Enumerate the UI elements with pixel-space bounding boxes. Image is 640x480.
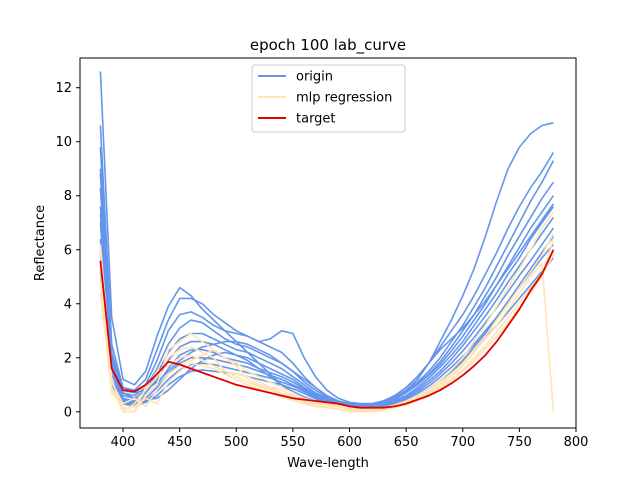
y-tick-label: 2 (64, 351, 72, 366)
series-line-origin (99, 168, 555, 406)
y-axis-label: Reflectance (33, 205, 48, 281)
y-tick-label: 4 (64, 297, 72, 312)
x-tick-label: 400 (111, 435, 136, 450)
y-tick-label: 6 (64, 243, 72, 258)
x-tick-label: 750 (507, 435, 532, 450)
x-tick-label: 700 (450, 435, 475, 450)
chart-title: epoch 100 lab_curve (250, 36, 406, 55)
y-axis: 0 2 4 6 8 10 12 (55, 81, 80, 420)
y-tick-label: 8 (64, 189, 72, 204)
series-line-mlp-regression (99, 233, 555, 411)
x-tick-label: 550 (280, 435, 305, 450)
legend: origin mlp regression target (251, 64, 406, 133)
series-line-mlp-regression (99, 262, 555, 413)
x-tick-label: 500 (224, 435, 249, 450)
series-line-origin (99, 125, 555, 405)
legend-label-origin: origin (296, 70, 333, 85)
x-tick-label: 800 (564, 435, 589, 450)
legend-entries: origin mlp regression target (258, 70, 392, 127)
plot-frame (79, 57, 577, 429)
y-tick-label: 0 (64, 405, 72, 420)
series-line-target (99, 249, 555, 409)
series-layer (99, 71, 555, 413)
y-tick-label: 10 (55, 135, 72, 150)
legend-label-mlp-regression: mlp regression (296, 91, 392, 106)
x-tick-label: 650 (394, 435, 419, 450)
series-line-mlp-regression (99, 211, 555, 413)
legend-box (251, 64, 406, 133)
x-tick-label: 450 (167, 435, 192, 450)
y-tick-label: 12 (55, 81, 72, 96)
x-axis-label: Wave-length (287, 456, 369, 471)
series-line-mlp-regression (99, 254, 555, 413)
legend-label-target: target (296, 112, 336, 127)
x-tick-label: 600 (337, 435, 362, 450)
x-axis: 400 450 500 550 600 650 700 750 800 (111, 428, 589, 450)
